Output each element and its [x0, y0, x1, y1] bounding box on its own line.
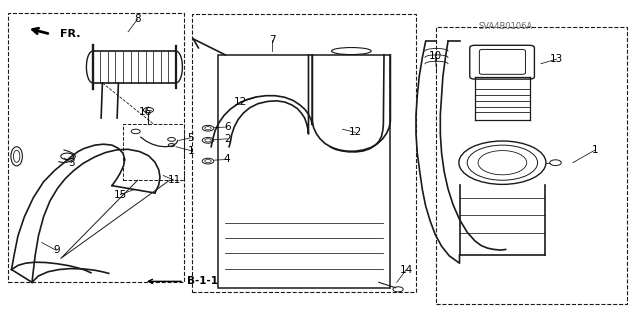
Text: 1: 1	[592, 145, 598, 155]
Text: 8: 8	[134, 14, 141, 24]
Text: 12: 12	[349, 127, 362, 137]
Text: 16: 16	[140, 107, 152, 117]
Circle shape	[205, 160, 211, 163]
Circle shape	[61, 153, 74, 160]
Circle shape	[393, 287, 403, 292]
Circle shape	[168, 137, 175, 141]
Text: 2: 2	[224, 134, 230, 144]
Text: 1: 1	[188, 145, 194, 156]
Text: 6: 6	[224, 122, 230, 132]
Bar	[8, 13, 184, 282]
Text: 4: 4	[224, 154, 230, 165]
Circle shape	[168, 144, 175, 147]
Text: 5: 5	[188, 133, 194, 143]
Bar	[192, 14, 416, 292]
Circle shape	[143, 108, 154, 113]
Text: 12: 12	[234, 97, 246, 107]
Circle shape	[202, 125, 214, 131]
Text: 14: 14	[400, 264, 413, 275]
Text: 9: 9	[53, 245, 60, 256]
Text: 13: 13	[550, 54, 563, 64]
Text: 10: 10	[429, 51, 442, 61]
Bar	[123, 124, 184, 180]
Text: 15: 15	[114, 189, 127, 200]
Text: SVA4B0106A: SVA4B0106A	[479, 22, 533, 31]
Circle shape	[550, 160, 561, 166]
Circle shape	[205, 127, 211, 130]
Bar	[436, 27, 627, 304]
Circle shape	[131, 129, 140, 134]
Text: 3: 3	[68, 158, 75, 168]
Text: FR.: FR.	[60, 29, 81, 39]
Circle shape	[205, 139, 211, 142]
Bar	[218, 55, 390, 288]
Circle shape	[202, 137, 214, 143]
Text: 11: 11	[168, 175, 180, 185]
Text: B-1-1: B-1-1	[148, 276, 218, 286]
Circle shape	[202, 158, 214, 164]
Text: 7: 7	[269, 35, 275, 45]
